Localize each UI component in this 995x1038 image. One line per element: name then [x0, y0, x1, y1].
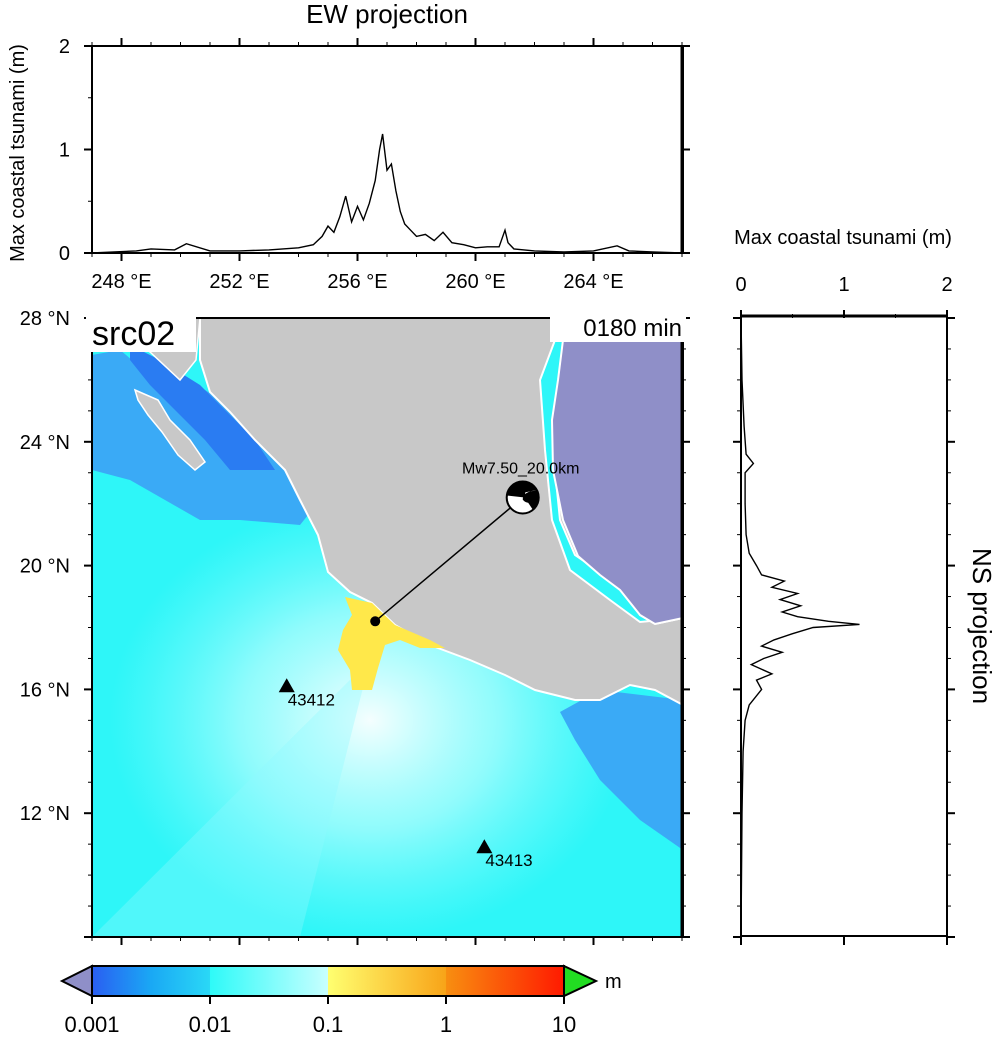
focal-mechanism-beachball — [505, 480, 540, 515]
map-sea-wave-fan — [92, 660, 370, 937]
map-lat-axis: 28 °N 24 °N 20 °N 16 °N 12 °N — [20, 308, 690, 938]
event-label: Mw7.50_20.0km — [462, 461, 579, 478]
ns-x-tick-label: 1 — [838, 274, 849, 296]
ew-panel-ylabel: Max coastal tsunami (m) — [7, 44, 29, 262]
map-lat-tick-label: 28 °N — [20, 308, 70, 330]
colorbar-under-triangle — [59, 964, 93, 998]
ew-x-axis: 248 °E 252 °E 256 °E 260 °E 264 °E — [91, 38, 683, 293]
beachball-compressional-quadrant — [524, 497, 539, 510]
map-gulf-of-mexico — [550, 339, 683, 626]
map-lon-axis — [91, 937, 683, 945]
map-lat-tick-label: 24 °N — [20, 432, 70, 454]
colorbar-seg-4 — [446, 966, 564, 996]
ew-y-axis: 0 1 2 — [59, 36, 690, 265]
station-triangle — [476, 839, 493, 854]
colorbar-seg-2 — [210, 966, 328, 996]
ew-x-tick-label: 256 °E — [327, 271, 387, 293]
time-label: 0180 min — [583, 315, 682, 342]
station-triangle — [278, 678, 295, 693]
ew-x-tick-label: 260 °E — [445, 271, 505, 293]
map-sea-deep-southeast — [560, 690, 683, 850]
map-lat-tick-label: 16 °N — [20, 679, 70, 701]
ew-y-tick-label: 1 — [59, 140, 70, 162]
station-markers: 43412 43413 — [278, 678, 533, 870]
ew-y-tick-label: 2 — [59, 36, 70, 58]
ns-panel-xlabel: Max coastal tsunami (m) — [734, 227, 952, 249]
source-label: src02 — [92, 315, 175, 353]
tsunami-map: 28 °N 24 °N 20 °N 16 °N 12 °N src02 0180 min… — [20, 308, 690, 945]
colorbar-unit: m — [605, 971, 622, 993]
map-lat-tick-label: 12 °N — [20, 803, 70, 825]
time-label-box — [550, 314, 686, 342]
ew-projection-panel: EW projection Max coastal tsunami (m) 0 1… — [7, 0, 690, 293]
colorbar-seg-1 — [92, 966, 210, 996]
ew-y-tick-label: 0 — [59, 243, 70, 265]
ew-x-tick-label: 252 °E — [209, 271, 269, 293]
colorbar: m 0.001 0.01 0.1 1 10 — [59, 964, 622, 1037]
ns-x-axis: 0 1 2 — [735, 274, 953, 945]
colorbar-tick-label: 0.01 — [189, 1012, 232, 1037]
ew-panel-title: EW projection — [306, 0, 468, 29]
map-land-baja-peninsula — [133, 388, 207, 471]
ns-y-axis — [733, 317, 955, 938]
map-wave-high-zone — [338, 597, 445, 690]
ns-x-tick-label: 2 — [941, 274, 952, 296]
mechanism-connector-line — [374, 496, 524, 622]
colorbar-tick-label: 0.001 — [64, 1012, 119, 1037]
ew-panel-frame — [91, 45, 684, 254]
beachball-compressional-quadrant — [506, 480, 527, 498]
station-label: 43412 — [288, 690, 335, 709]
colorbar-tick-label: 1 — [440, 1012, 452, 1037]
ns-projection-panel: Max coastal tsunami (m) 0 1 2 NS projectio… — [733, 227, 995, 945]
map-lat-tick-label: 20 °N — [20, 556, 70, 578]
colorbar-tick-label: 10 — [552, 1012, 576, 1037]
colorbar-ticks: 0.001 0.01 0.1 1 10 — [64, 996, 576, 1037]
ew-series-line — [91, 133, 683, 254]
colorbar-tick-label: 0.1 — [313, 1012, 344, 1037]
ns-series-line — [740, 317, 860, 938]
ew-x-tick-label: 248 °E — [91, 271, 151, 293]
ns-x-tick-label: 0 — [735, 274, 746, 296]
map-sea-gulf-california — [130, 345, 275, 470]
station-label: 43413 — [485, 851, 532, 870]
ew-x-tick-label: 264 °E — [563, 271, 623, 293]
ns-panel-title: NS projection — [967, 548, 995, 704]
source-label-box — [86, 314, 196, 352]
colorbar-over-triangle — [563, 964, 599, 998]
epicenter-marker — [370, 616, 381, 627]
colorbar-seg-3 — [328, 966, 446, 996]
